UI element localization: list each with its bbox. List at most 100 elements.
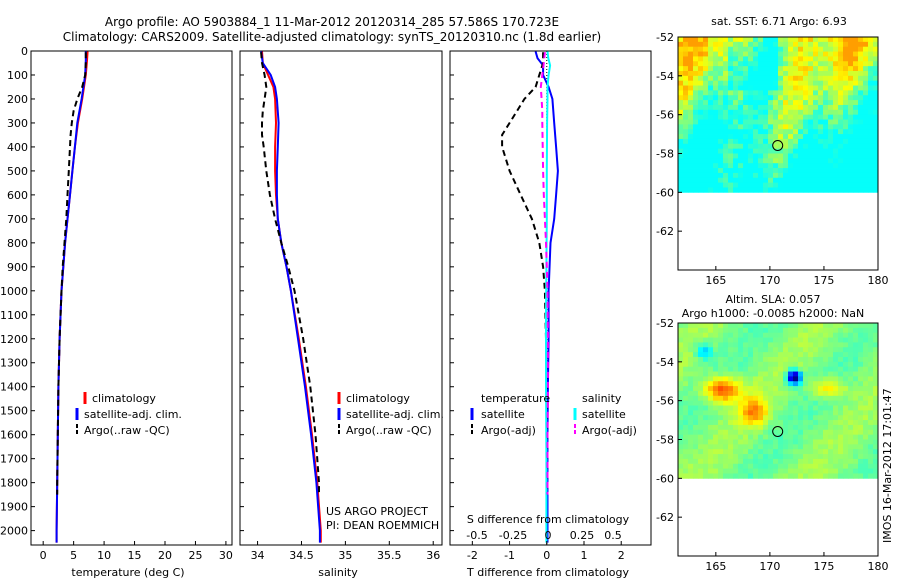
map-cell: [808, 410, 814, 416]
map-cell: [873, 415, 879, 421]
map-cell: [763, 458, 769, 465]
map-cell: [728, 371, 734, 377]
map-cell: [858, 114, 864, 120]
map-cell: [828, 85, 834, 91]
map-cell: [833, 148, 839, 154]
map-cell: [778, 51, 784, 57]
map-cell: [873, 410, 879, 416]
map-cell: [858, 420, 864, 426]
map-cell: [763, 187, 769, 193]
map-cell: [723, 444, 729, 450]
map-cell: [828, 134, 834, 140]
map-cell: [708, 424, 714, 431]
map-cell: [838, 458, 844, 465]
map-cell: [853, 352, 859, 358]
map-cell: [813, 386, 819, 392]
map-cell: [758, 46, 764, 52]
map-cell: [738, 66, 744, 72]
map-cell: [808, 381, 814, 387]
map-cell: [863, 473, 869, 479]
map-cell: [683, 119, 689, 125]
map-cell: [763, 429, 769, 436]
map-cell: [728, 429, 734, 436]
map-cell: [758, 172, 764, 179]
map-cell: [708, 449, 714, 455]
map-cell: [838, 366, 844, 372]
map-cell: [728, 323, 734, 329]
y-tick-label: 700: [7, 213, 28, 226]
map-cell: [853, 75, 859, 82]
map-cell: [743, 405, 749, 411]
map-cell: [748, 424, 754, 431]
map-cell: [703, 143, 709, 150]
map-cell: [803, 361, 809, 368]
map-cell: [873, 395, 879, 402]
map-cell: [848, 51, 854, 57]
map-cell: [683, 366, 689, 372]
map-cell: [718, 129, 724, 135]
map-cell: [708, 444, 714, 450]
map-cell: [783, 124, 789, 130]
map-cell: [853, 468, 859, 474]
map-cell: [798, 129, 804, 135]
map-cell: [728, 61, 734, 67]
map-cell: [783, 323, 789, 329]
map-cell: [778, 61, 784, 67]
map-cell: [718, 400, 724, 406]
map-cell: [698, 158, 704, 164]
map-cell: [683, 405, 689, 411]
map-cell: [848, 148, 854, 154]
map-cell: [773, 143, 779, 150]
map-cell: [698, 352, 704, 358]
map-cell: [843, 168, 849, 174]
map-cell: [778, 148, 784, 154]
map-cell: [803, 429, 809, 436]
map-cell: [838, 376, 844, 382]
map-cell: [843, 332, 849, 338]
map-cell: [678, 168, 684, 174]
map-cell: [813, 449, 819, 455]
map-cell: [763, 381, 769, 387]
map-cell: [798, 158, 804, 164]
map-cell: [698, 463, 704, 470]
map-cell: [848, 75, 854, 82]
map-cell: [843, 129, 849, 135]
map-cell: [738, 390, 744, 397]
map-cell: [833, 177, 839, 184]
map-cell: [858, 454, 864, 460]
map-cell: [843, 143, 849, 150]
map-cell: [713, 182, 719, 188]
map-cell: [813, 138, 819, 145]
map-cell: [873, 468, 879, 474]
map-cell: [808, 420, 814, 426]
map-cell: [808, 51, 814, 57]
map-cell: [743, 109, 749, 116]
map-cell: [853, 473, 859, 479]
map-cell: [698, 172, 704, 179]
map-cell: [738, 342, 744, 348]
map-cell: [793, 172, 799, 179]
map-cell: [713, 80, 719, 86]
map-cell: [798, 352, 804, 358]
map-cell: [758, 458, 764, 465]
map-cell: [858, 109, 864, 116]
map-cell: [848, 143, 854, 150]
map-cell: [753, 366, 759, 372]
map-cell: [743, 463, 749, 470]
map-cell: [748, 75, 754, 82]
map-cell: [783, 444, 789, 450]
map-cell: [798, 41, 804, 48]
map-cell: [808, 138, 814, 145]
map-cell: [678, 114, 684, 120]
map-cell: [748, 332, 754, 338]
map-cell: [873, 75, 879, 82]
map-cell: [788, 104, 794, 111]
map-cell: [793, 109, 799, 116]
legend-salinity-title: salinity: [582, 392, 622, 405]
map-cell: [863, 158, 869, 164]
map-cell: [848, 90, 854, 96]
map-cell: [838, 153, 844, 159]
map-cell: [778, 381, 784, 387]
map-cell: [823, 163, 829, 169]
map-cell: [853, 337, 859, 343]
